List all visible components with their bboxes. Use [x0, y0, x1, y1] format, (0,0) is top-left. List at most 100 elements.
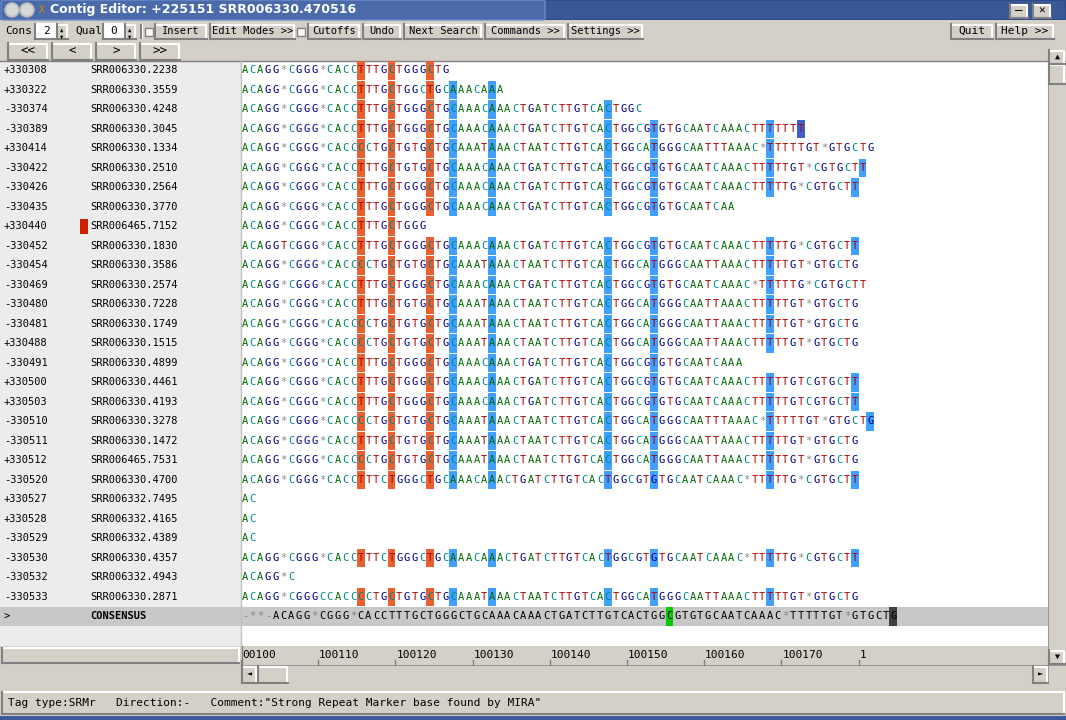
Text: A: A [497, 455, 503, 465]
Text: G: G [528, 104, 534, 114]
Text: C: C [350, 436, 356, 446]
Bar [450, 256, 457, 274]
Text: G: G [620, 280, 626, 289]
Bar [388, 354, 395, 372]
Text: G: G [674, 338, 680, 348]
Text: C: C [589, 163, 596, 173]
Bar [450, 120, 457, 138]
Text: T: T [357, 436, 364, 446]
Text: A: A [335, 592, 341, 602]
Text: C: C [512, 104, 518, 114]
Text: G: G [659, 358, 665, 368]
Text: A: A [535, 280, 542, 289]
Bar [450, 354, 457, 372]
Bar [766, 315, 774, 333]
Text: C: C [635, 611, 642, 621]
Text: G: G [273, 202, 279, 212]
Text: G: G [828, 338, 835, 348]
Text: C: C [481, 397, 487, 407]
Text: A: A [242, 104, 248, 114]
Text: A: A [466, 182, 472, 192]
Bar [766, 256, 774, 274]
Text: G: G [311, 319, 318, 329]
Text: C: C [288, 553, 294, 563]
Text: T: T [366, 436, 372, 446]
Text: G: G [674, 280, 680, 289]
Text: C: C [604, 338, 611, 348]
Text: T: T [705, 260, 711, 270]
Text: C: C [805, 553, 811, 563]
Text: C: C [326, 592, 333, 602]
Text: T: T [357, 85, 364, 95]
Text: C: C [450, 319, 456, 329]
Text: A: A [335, 397, 341, 407]
Text: T: T [581, 416, 587, 426]
Text: T: T [844, 260, 851, 270]
Text: *: * [821, 143, 827, 153]
Bar [0, 646, 241, 665]
Text: T: T [366, 104, 372, 114]
Text: T: T [357, 377, 364, 387]
Text: T: T [357, 66, 364, 76]
Text: G: G [273, 319, 279, 329]
Text: A: A [504, 416, 511, 426]
Text: A: A [489, 416, 495, 426]
Text: C: C [744, 338, 749, 348]
Text: SRR006330.4193: SRR006330.4193 [90, 397, 178, 407]
Text: T: T [759, 436, 765, 446]
Text: C: C [635, 300, 642, 310]
Text: T: T [766, 397, 773, 407]
Bar [450, 139, 457, 158]
Text: C: C [427, 260, 433, 270]
Text: T: T [852, 280, 858, 289]
Text: G: G [828, 143, 835, 153]
Text: A: A [335, 358, 341, 368]
Text: C: C [249, 494, 256, 504]
Text: SRR006330.4248: SRR006330.4248 [90, 104, 178, 114]
Text: C: C [249, 474, 256, 485]
Text: C: C [326, 260, 333, 270]
Text: C: C [774, 611, 780, 621]
Text: T: T [435, 358, 441, 368]
Bar [2, 692, 1064, 714]
Bar [9, 43, 48, 60]
Text: A: A [597, 124, 603, 134]
Bar [357, 61, 365, 79]
Text: G: G [404, 143, 410, 153]
Text: A: A [257, 455, 263, 465]
Text: T: T [821, 260, 827, 270]
Text: G: G [574, 319, 580, 329]
Bar [388, 217, 395, 235]
Text: C: C [427, 377, 433, 387]
Text: G: G [790, 377, 796, 387]
Text: T: T [581, 240, 587, 251]
Bar [388, 373, 395, 392]
Text: C: C [249, 592, 256, 602]
Text: C: C [604, 319, 611, 329]
Bar [1, 1, 1065, 19]
Text: C: C [326, 66, 333, 76]
Text: T: T [566, 592, 572, 602]
Text: T: T [543, 104, 549, 114]
Text: C: C [512, 319, 518, 329]
Text: A: A [481, 85, 487, 95]
Text: T: T [543, 260, 549, 270]
Text: G: G [295, 377, 302, 387]
Text: *: * [280, 377, 287, 387]
Text: G: G [295, 300, 302, 310]
Text: G: G [813, 474, 820, 485]
Text: T: T [357, 397, 364, 407]
Bar [1049, 50, 1065, 64]
Text: C: C [427, 592, 433, 602]
Text: *: * [280, 416, 287, 426]
Text: G: G [295, 611, 302, 621]
Text: A: A [497, 611, 503, 621]
Text: G: G [419, 300, 425, 310]
Bar [603, 236, 612, 255]
Text: G: G [411, 553, 418, 563]
Text: T: T [519, 377, 526, 387]
Text: A: A [597, 436, 603, 446]
Text: T: T [759, 319, 765, 329]
Text: *: * [759, 416, 765, 426]
Text: A: A [335, 221, 341, 231]
